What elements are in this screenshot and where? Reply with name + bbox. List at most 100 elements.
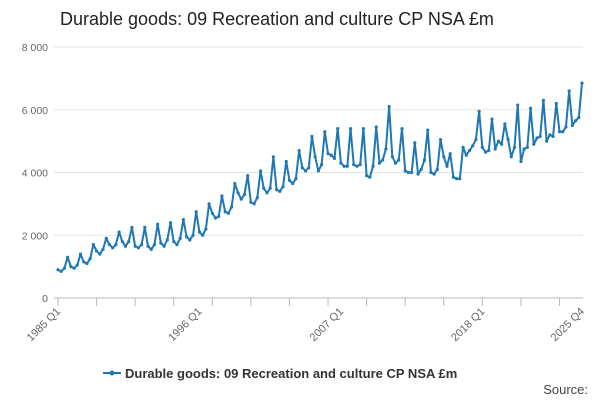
data-point[interactable] xyxy=(287,178,292,182)
data-point[interactable] xyxy=(265,191,269,195)
data-point[interactable] xyxy=(528,106,533,110)
data-point[interactable] xyxy=(271,155,275,159)
data-point[interactable] xyxy=(181,217,185,222)
data-point[interactable] xyxy=(297,148,301,153)
data-point[interactable] xyxy=(252,202,256,206)
data-point[interactable] xyxy=(165,238,169,242)
data-point[interactable] xyxy=(316,169,320,173)
data-point[interactable] xyxy=(512,145,517,149)
data-point[interactable] xyxy=(313,155,317,159)
data-point[interactable] xyxy=(139,243,144,247)
data-point[interactable] xyxy=(307,166,311,170)
data-point[interactable] xyxy=(107,243,112,247)
data-point[interactable] xyxy=(168,221,173,225)
data-point[interactable] xyxy=(487,148,491,153)
data-point[interactable] xyxy=(448,152,452,156)
data-point[interactable] xyxy=(393,161,398,165)
data-point[interactable] xyxy=(130,225,134,230)
data-point[interactable] xyxy=(278,189,282,193)
data-point[interactable] xyxy=(175,243,179,247)
data-point[interactable] xyxy=(239,197,243,201)
data-point[interactable] xyxy=(368,175,372,179)
data-point[interactable] xyxy=(310,134,314,139)
data-point[interactable] xyxy=(438,137,443,142)
data-point[interactable] xyxy=(159,241,163,245)
data-point[interactable] xyxy=(146,244,150,248)
data-point[interactable] xyxy=(442,155,446,159)
data-point[interactable] xyxy=(207,202,211,206)
data-point[interactable] xyxy=(213,216,218,220)
data-point[interactable] xyxy=(525,145,529,149)
data-point[interactable] xyxy=(197,230,202,234)
data-point[interactable] xyxy=(496,139,501,143)
data-point[interactable] xyxy=(506,137,510,142)
data-point[interactable] xyxy=(371,164,375,168)
data-point[interactable] xyxy=(467,148,472,153)
data-point[interactable] xyxy=(59,269,63,273)
data-point[interactable] xyxy=(275,188,279,192)
data-point[interactable] xyxy=(249,200,253,204)
data-point[interactable] xyxy=(535,136,539,140)
data-point[interactable] xyxy=(117,230,121,234)
data-point[interactable] xyxy=(493,147,497,151)
data-point[interactable] xyxy=(455,177,459,181)
data-point[interactable] xyxy=(226,211,230,215)
data-point[interactable] xyxy=(230,205,234,209)
data-point[interactable] xyxy=(477,109,481,113)
data-point[interactable] xyxy=(303,169,308,173)
data-point[interactable] xyxy=(120,239,124,244)
data-point[interactable] xyxy=(323,130,327,134)
data-point[interactable] xyxy=(548,133,552,137)
data-point[interactable] xyxy=(320,163,324,167)
data-point[interactable] xyxy=(464,153,468,157)
data-point[interactable] xyxy=(390,155,394,159)
data-point[interactable] xyxy=(557,130,562,134)
data-point[interactable] xyxy=(294,177,298,181)
data-point[interactable] xyxy=(204,227,208,231)
data-point[interactable] xyxy=(342,164,346,168)
data-point[interactable] xyxy=(538,134,542,139)
data-point[interactable] xyxy=(156,222,160,226)
data-point[interactable] xyxy=(429,170,433,175)
data-point[interactable] xyxy=(91,243,95,247)
data-point[interactable] xyxy=(435,167,439,171)
data-point[interactable] xyxy=(355,164,359,168)
data-point[interactable] xyxy=(419,167,423,171)
data-point[interactable] xyxy=(577,115,581,120)
data-point[interactable] xyxy=(191,233,195,237)
data-point[interactable] xyxy=(352,163,356,167)
data-point[interactable] xyxy=(509,155,513,159)
data-point[interactable] xyxy=(422,158,427,162)
data-point[interactable] xyxy=(416,172,420,176)
data-point[interactable] xyxy=(516,103,520,107)
data-point[interactable] xyxy=(541,98,546,102)
data-point[interactable] xyxy=(162,244,166,248)
data-point[interactable] xyxy=(361,126,365,131)
data-point[interactable] xyxy=(339,161,343,165)
data-point[interactable] xyxy=(281,185,285,189)
data-point[interactable] xyxy=(326,152,330,156)
data-point[interactable] xyxy=(88,257,92,261)
data-point[interactable] xyxy=(567,89,571,93)
data-point[interactable] xyxy=(255,196,259,200)
data-point[interactable] xyxy=(480,145,484,149)
data-point[interactable] xyxy=(406,170,410,175)
data-point[interactable] xyxy=(374,125,378,129)
data-point[interactable] xyxy=(136,246,140,250)
data-point[interactable] xyxy=(284,159,288,164)
data-point[interactable] xyxy=(551,134,555,139)
data-point[interactable] xyxy=(101,247,105,251)
data-point[interactable] xyxy=(258,169,263,173)
data-point[interactable] xyxy=(461,145,465,149)
data-point[interactable] xyxy=(403,169,407,173)
data-point[interactable] xyxy=(519,159,523,164)
data-point[interactable] xyxy=(345,164,349,168)
data-point[interactable] xyxy=(210,211,214,215)
data-point[interactable] xyxy=(532,142,536,146)
data-point[interactable] xyxy=(471,144,475,148)
data-point[interactable] xyxy=(220,194,224,198)
data-point[interactable] xyxy=(75,263,79,267)
data-point[interactable] xyxy=(445,164,449,168)
data-point[interactable] xyxy=(387,105,391,109)
data-point[interactable] xyxy=(188,238,192,242)
